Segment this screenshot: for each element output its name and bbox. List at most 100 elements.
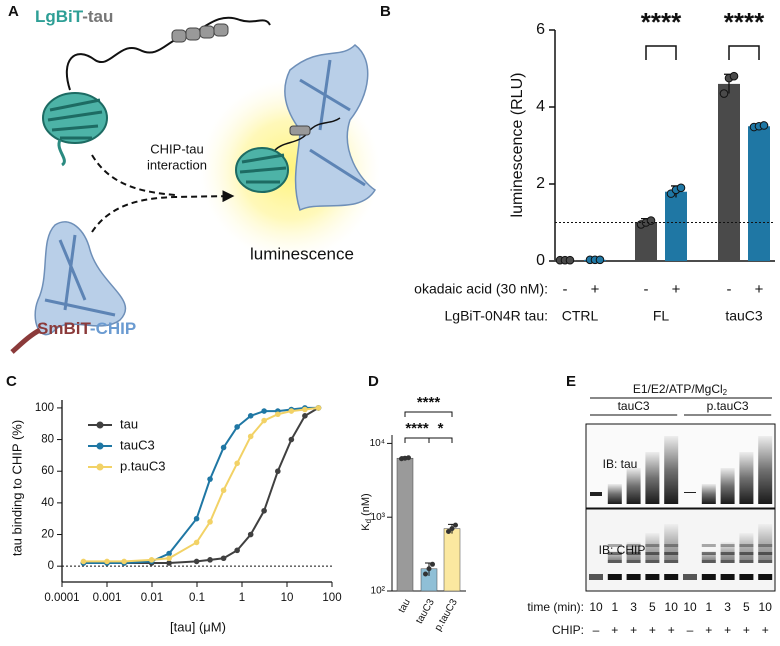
band [607, 560, 622, 563]
treatment-label: - [563, 281, 568, 298]
y-tick-label: 100 [35, 402, 54, 414]
band [720, 560, 735, 563]
data-point [121, 558, 127, 565]
data-point [595, 255, 605, 265]
legend-label: tau [120, 416, 138, 431]
y-tick-label: 10³ [371, 512, 386, 523]
smear [664, 436, 679, 504]
data-point [729, 71, 739, 81]
treatment-label: + [672, 281, 681, 298]
data-point [423, 571, 428, 577]
panel-label: C [6, 373, 17, 390]
band [720, 574, 735, 580]
smbit-label: SmBiT [37, 319, 91, 338]
data-point [220, 444, 227, 451]
smear [758, 436, 773, 504]
y-tick-label: 80 [41, 434, 54, 446]
bar [443, 528, 461, 592]
treatment-axis-label: okadaic acid (30 nM): [414, 281, 548, 297]
smear [758, 524, 773, 560]
smear [739, 533, 754, 560]
smear [626, 468, 641, 504]
series-line [83, 406, 319, 563]
bar [635, 222, 657, 261]
data-point [166, 550, 172, 557]
time-axis-label: time (min): [527, 600, 584, 614]
panel-label: E [566, 373, 576, 390]
bar [748, 126, 770, 261]
data-point [247, 413, 254, 419]
smear [720, 542, 735, 560]
time-label: 1 [705, 600, 712, 614]
y-tick-label: 20 [41, 529, 54, 541]
smear [607, 484, 622, 504]
band [589, 574, 603, 580]
tau-repeats [171, 23, 229, 43]
time-label: 10 [589, 600, 603, 614]
data-point [220, 487, 227, 494]
data-point [315, 405, 322, 411]
data-point [193, 558, 200, 565]
data-point [261, 507, 267, 514]
data-point [430, 561, 435, 567]
chip-sign: + [705, 623, 712, 637]
diagram-text: LgBiT-tau CHIP-tau interaction luminesce… [35, 7, 354, 338]
data-point [719, 89, 729, 98]
y-axis-label: luminescence (RLU) [509, 73, 526, 218]
group-label: p.tauC3 [707, 399, 749, 413]
x-tick-label: 100 [322, 592, 341, 604]
y-tick-label: 60 [41, 465, 54, 477]
time-label: 10 [683, 600, 697, 614]
tau-label: -tau [82, 7, 113, 26]
significance-bracket [428, 437, 453, 443]
smear [720, 468, 735, 504]
data-point [166, 555, 172, 562]
group-label: tauC3 [725, 308, 763, 324]
smear [607, 551, 622, 560]
smear [664, 524, 679, 560]
data-point [80, 558, 87, 565]
chip-protein [10, 221, 127, 354]
chip-sign: – [687, 623, 694, 637]
interaction-label: interaction [147, 157, 207, 172]
svg-text:SmBiT-CHIP: SmBiT-CHIP [37, 319, 136, 338]
treatment-label: + [755, 281, 764, 298]
band [645, 574, 660, 580]
data-point [426, 566, 432, 572]
y-tick-label: 10⁴ [370, 438, 385, 449]
data-point [302, 406, 308, 413]
x-tick-label: 0.001 [93, 592, 122, 604]
data-point [676, 183, 686, 193]
data-point [449, 526, 455, 532]
band [739, 560, 754, 563]
data-point [759, 121, 769, 130]
band [590, 492, 602, 496]
significance-label: * [438, 420, 444, 437]
panel-label: D [368, 373, 379, 390]
significance-label: **** [724, 7, 765, 37]
data-point [247, 531, 254, 538]
row-label: IB: CHIP [599, 543, 646, 557]
legend-marker [96, 421, 104, 429]
x-tick-label: 0.01 [141, 592, 163, 604]
time-label: 5 [743, 600, 750, 614]
band [664, 574, 679, 580]
x-tick-label: 10 [281, 592, 294, 604]
treatment-label: E1/E2/ATP/MgCl2 [633, 382, 728, 397]
row-label: IB: tau [603, 457, 638, 471]
data-point [453, 522, 458, 528]
legend-marker [96, 442, 104, 450]
y-tick-label: 0 [48, 560, 54, 572]
smear [626, 542, 641, 560]
smear [739, 452, 754, 504]
x-tick-label: 1 [239, 592, 245, 604]
chip-axis-label: CHIP: [552, 623, 584, 637]
lgbit-label: LgBiT [35, 7, 84, 26]
significance-bracket [645, 45, 677, 60]
chip-sign: + [611, 623, 618, 637]
diagram-art [10, 16, 380, 354]
bar [718, 83, 740, 262]
data-point [207, 519, 213, 525]
output-label: luminescence [250, 244, 354, 263]
chip-label: -CHIP [90, 319, 136, 338]
